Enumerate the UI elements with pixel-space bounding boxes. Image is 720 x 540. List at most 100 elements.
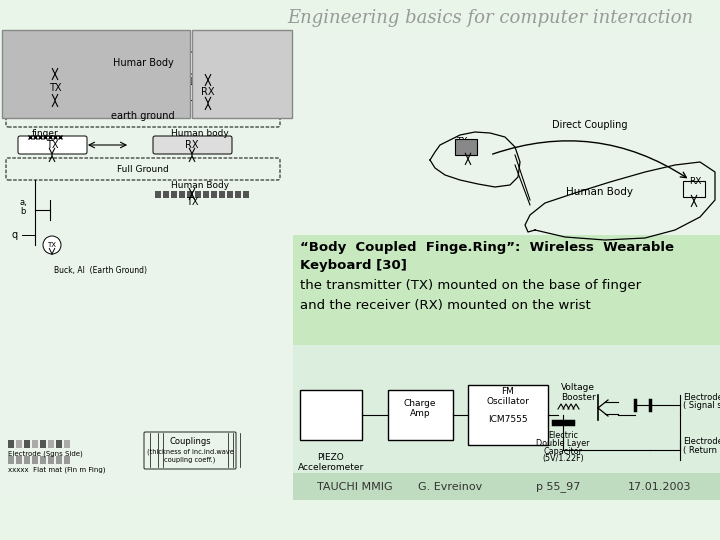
Text: xxxxx  Flat mat (Fin m Fing): xxxxx Flat mat (Fin m Fing) [8, 467, 106, 473]
Bar [230, 77, 236, 84]
Bar [26, 93, 32, 100]
Bar [34, 77, 40, 84]
Bar [16, 456, 22, 464]
Bar [42, 77, 48, 84]
Text: Charge: Charge [404, 400, 436, 408]
Text: TX: TX [46, 140, 58, 150]
Bar [206, 77, 212, 84]
Text: G. Evreinov: G. Evreinov [418, 482, 482, 492]
Bar [293, 30, 720, 240]
Bar [42, 93, 48, 100]
Bar [8, 440, 14, 448]
Bar [238, 77, 244, 84]
Bar [48, 456, 54, 464]
Bar [82, 93, 88, 100]
Bar [2, 30, 190, 118]
Bar [90, 77, 96, 84]
Bar [182, 77, 188, 84]
Bar [32, 456, 38, 464]
Text: TX: TX [456, 138, 468, 146]
Bar [26, 77, 32, 84]
Text: 17.01.2003: 17.01.2003 [629, 482, 692, 492]
Bar [179, 191, 185, 198]
Bar [211, 191, 217, 198]
Bar [64, 456, 70, 464]
Text: Electrode: Electrode [683, 437, 720, 447]
Bar [48, 440, 54, 448]
Bar [50, 77, 56, 84]
Bar [18, 93, 24, 100]
Text: FM: FM [502, 388, 514, 396]
Text: Human body: Human body [171, 129, 229, 138]
Bar [16, 440, 22, 448]
Bar [90, 93, 96, 100]
Bar [58, 93, 64, 100]
Text: finger: finger [32, 129, 58, 138]
Bar [24, 440, 30, 448]
Bar [190, 77, 196, 84]
Text: Electrode (Sgns Side): Electrode (Sgns Side) [8, 451, 83, 457]
Text: (thickness of inc.ind.wave: (thickness of inc.ind.wave [147, 449, 233, 455]
Text: Amp: Amp [410, 408, 431, 417]
Text: TX: TX [49, 83, 61, 93]
Text: RX: RX [689, 178, 701, 186]
Bar [171, 191, 177, 198]
Bar [64, 440, 70, 448]
Text: Couplings: Couplings [169, 437, 211, 447]
Bar [155, 191, 161, 198]
Text: Booster: Booster [561, 393, 595, 402]
Text: Human Body: Human Body [567, 187, 634, 197]
Text: p 55_97: p 55_97 [536, 482, 580, 492]
Bar [166, 77, 172, 84]
Bar [246, 77, 252, 84]
Bar [293, 235, 720, 345]
Bar [163, 191, 169, 198]
Text: b: b [20, 207, 25, 217]
Text: Capacitor: Capacitor [544, 447, 582, 456]
Text: Oscillator: Oscillator [487, 396, 529, 406]
Bar [455, 139, 477, 155]
Bar [66, 93, 72, 100]
Bar [8, 456, 14, 464]
Bar [198, 77, 204, 84]
FancyBboxPatch shape [153, 136, 232, 154]
Bar [56, 456, 62, 464]
Bar [50, 93, 56, 100]
Text: TAUCHI MMIG: TAUCHI MMIG [318, 482, 393, 492]
Bar [203, 191, 209, 198]
Text: Human Body: Human Body [171, 181, 229, 191]
Text: the transmitter (TX) mounted on the base of finger: the transmitter (TX) mounted on the base… [300, 280, 641, 293]
Bar [227, 191, 233, 198]
Bar [235, 191, 241, 198]
Text: Full Ground: Full Ground [117, 165, 169, 173]
FancyBboxPatch shape [18, 136, 87, 154]
Bar [158, 84, 258, 100]
Bar [219, 191, 225, 198]
Text: Electrode: Electrode [683, 393, 720, 402]
Bar [243, 191, 249, 198]
Bar [58, 77, 64, 84]
Text: Double Layer: Double Layer [536, 438, 590, 448]
Bar [56, 440, 62, 448]
Text: coupling coeff.): coupling coeff.) [164, 457, 216, 463]
Bar [293, 473, 720, 500]
Text: earth ground: earth ground [111, 111, 175, 121]
FancyBboxPatch shape [6, 52, 280, 74]
Bar [195, 191, 201, 198]
Bar [74, 93, 80, 100]
Bar [40, 440, 46, 448]
Bar [0, 35, 293, 500]
Text: Accelerometer: Accelerometer [298, 462, 364, 471]
Bar [293, 345, 720, 475]
Text: RX: RX [202, 87, 215, 97]
Bar [683, 181, 705, 197]
Bar [468, 385, 548, 445]
Bar [34, 93, 40, 100]
Text: Voltage: Voltage [561, 383, 595, 393]
Bar [214, 77, 220, 84]
Bar [98, 77, 104, 84]
Text: ICM7555: ICM7555 [488, 415, 528, 424]
Text: PIEZO: PIEZO [318, 454, 344, 462]
Bar [24, 456, 30, 464]
Bar [40, 456, 46, 464]
